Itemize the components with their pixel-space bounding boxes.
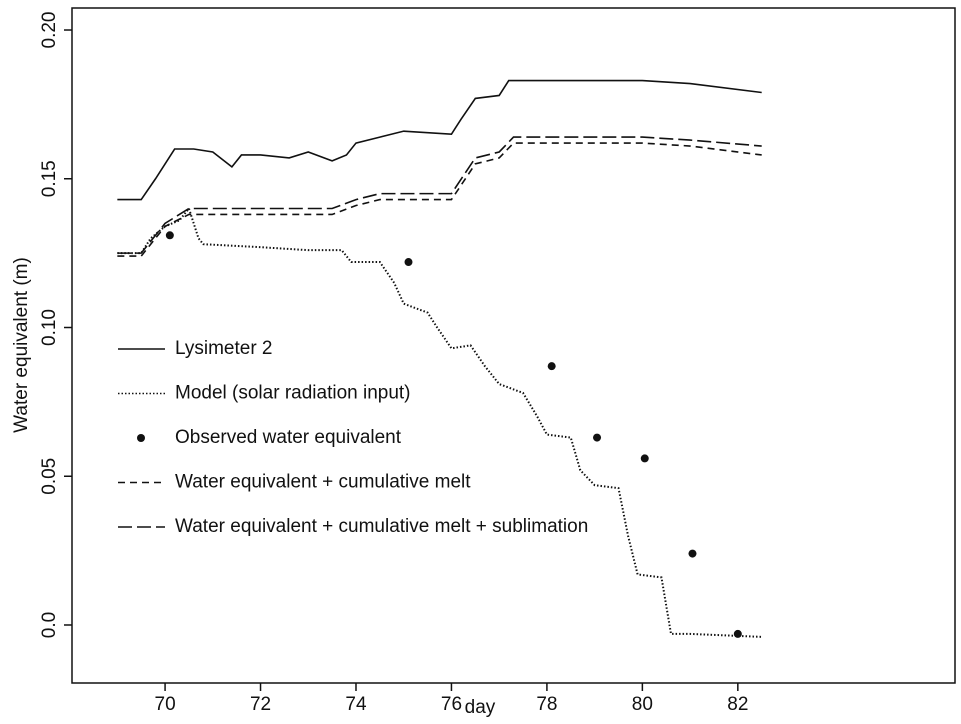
y-tick-label: 0.15 — [39, 160, 60, 197]
legend-label: Model (solar radiation input) — [175, 383, 411, 404]
x-tick-label: 70 — [155, 694, 176, 715]
y-axis-label: Water equivalent (m) — [11, 257, 32, 433]
observed-point — [640, 454, 649, 463]
y-tick-label: 0.20 — [39, 12, 60, 49]
plot-frame — [71, 7, 956, 684]
y-tick-label: 0.10 — [39, 309, 60, 346]
x-tick-label: 76 — [441, 694, 462, 715]
observed-point — [165, 231, 174, 240]
series-line — [117, 206, 762, 638]
x-tick-label: 82 — [727, 694, 748, 715]
legend-label: Observed water equivalent — [175, 427, 402, 448]
legend-label: Lysimeter 2 — [175, 338, 273, 359]
x-tick-label: 74 — [345, 694, 367, 715]
legend-label: Water equivalent + cumulative melt — [175, 472, 471, 493]
x-tick-label: 72 — [250, 694, 271, 715]
legend-marker — [137, 434, 145, 442]
y-tick-label: 0.0 — [39, 612, 60, 638]
y-tick-label: 0.05 — [39, 458, 60, 495]
observed-point — [593, 433, 602, 442]
series-line — [117, 136, 762, 254]
series-line — [117, 79, 762, 201]
x-tick-label: 80 — [632, 694, 653, 715]
legend-label: Water equivalent + cumulative melt + sub… — [175, 516, 588, 537]
series-line — [117, 142, 762, 257]
x-tick-label: 78 — [536, 694, 557, 715]
observed-point — [688, 549, 697, 558]
observed-point — [733, 629, 742, 638]
observed-point — [547, 362, 556, 371]
x-axis-label: day — [465, 697, 496, 718]
observed-point — [404, 258, 413, 267]
